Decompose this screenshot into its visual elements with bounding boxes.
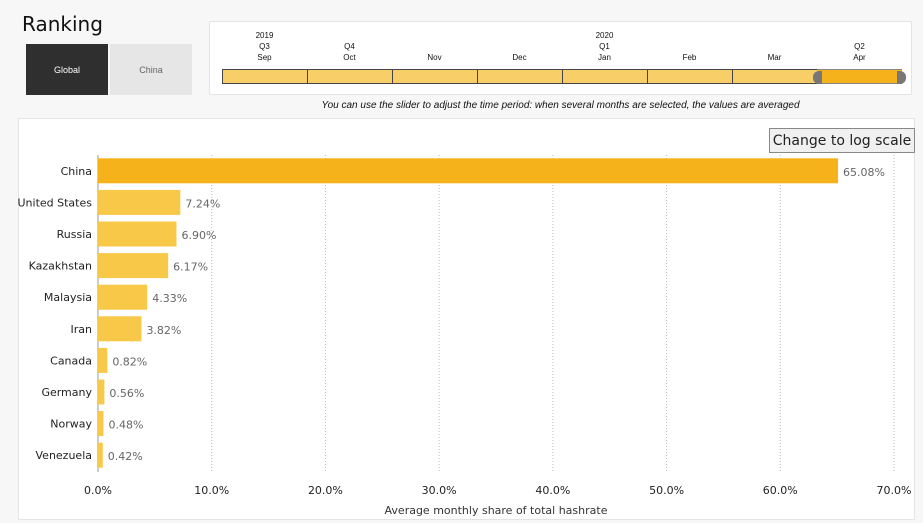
x-tick-label: 40.0% <box>535 484 570 497</box>
x-tick-label: 0.0% <box>84 484 112 497</box>
bar-china[interactable] <box>98 158 839 184</box>
bar-canada[interactable] <box>98 347 108 373</box>
log-scale-button[interactable]: Change to log scale <box>769 128 915 153</box>
value-label: 4.33% <box>152 292 187 305</box>
slider-tick-month: Feb <box>682 53 697 62</box>
category-label: Canada <box>50 354 92 367</box>
slider-left-handle[interactable] <box>813 71 822 84</box>
slider-right-handle[interactable] <box>897 71 906 84</box>
category-label: Venezuela <box>36 449 93 462</box>
slider-tick-dec: Dec <box>480 30 560 63</box>
slider-tick-quarter: Q4 <box>344 42 355 51</box>
slider-hint-text: You can use the slider to adjust the tim… <box>321 100 800 111</box>
slider-tick-sep: 2019 Q3 Sep <box>225 30 305 63</box>
chart-panel <box>18 118 915 520</box>
category-label: Iran <box>71 323 93 336</box>
global-toggle-button[interactable]: Global <box>26 44 108 95</box>
slider-tick-mar: Mar <box>735 30 815 63</box>
x-tick-label: 20.0% <box>308 484 343 497</box>
slider-tick-apr: Q2 Apr <box>820 30 900 63</box>
bar-russia[interactable] <box>98 221 177 247</box>
page-title: Ranking <box>22 12 103 36</box>
bar-malaysia[interactable] <box>98 284 148 310</box>
value-label: 0.48% <box>108 419 143 432</box>
value-label: 0.82% <box>112 355 147 368</box>
slider-tick-year: 2019 <box>255 31 274 40</box>
x-axis-title: Average monthly share of total hashrate <box>385 504 608 517</box>
value-label: 3.82% <box>146 324 181 337</box>
bar-united-states[interactable] <box>98 189 181 215</box>
x-tick-label: 50.0% <box>649 484 684 497</box>
x-tick-label: 10.0% <box>194 484 229 497</box>
slider-tick-month: Sep <box>257 53 272 62</box>
slider-tick-nov: Nov <box>395 30 475 63</box>
bar-iran[interactable] <box>98 316 142 342</box>
value-label: 65.08% <box>843 166 885 179</box>
value-label: 7.24% <box>185 197 220 210</box>
slider-tick-quarter: Q2 <box>854 42 865 51</box>
bar-germany[interactable] <box>98 379 105 405</box>
slider-tick-oct: Q4 Oct <box>310 30 390 63</box>
slider-tick-month: Oct <box>343 53 356 62</box>
slider-tick-year: 2020 <box>595 31 614 40</box>
value-label: 0.42% <box>108 450 143 463</box>
bar-kazakhstan[interactable] <box>98 253 169 279</box>
time-slider-panel: 2019 Q3 Sep Q4 Oct Nov Dec 2020 Q1 Jan Feb Mar… <box>209 21 912 95</box>
category-label: Germany <box>41 386 92 399</box>
x-tick-label: 60.0% <box>763 484 798 497</box>
time-range-slider[interactable] <box>222 69 908 84</box>
slider-tick-feb: Feb <box>650 30 730 63</box>
slider-tick-quarter: Q1 <box>599 42 610 51</box>
slider-tick-month: Dec <box>512 53 527 62</box>
category-label: Kazakhstan <box>29 260 92 273</box>
value-label: 6.90% <box>181 229 216 242</box>
slider-tick-jan: 2020 Q1 Jan <box>565 30 645 63</box>
china-toggle-button[interactable]: China <box>110 44 192 95</box>
x-tick-label: 30.0% <box>422 484 457 497</box>
slider-tick-month: Jan <box>598 53 611 62</box>
bar-norway[interactable] <box>98 411 104 437</box>
category-label: Russia <box>57 228 92 241</box>
slider-segment-apr[interactable] <box>813 69 906 84</box>
category-label: United States <box>18 196 93 209</box>
value-label: 6.17% <box>173 261 208 274</box>
slider-tick-quarter: Q3 <box>259 42 270 51</box>
category-label: China <box>61 165 92 178</box>
category-label: Malaysia <box>44 291 92 304</box>
x-tick-label: 70.0% <box>877 484 912 497</box>
slider-tick-month: Mar <box>767 53 782 62</box>
slider-tick-month: Apr <box>853 53 866 62</box>
bar-venezuela[interactable] <box>98 442 103 468</box>
slider-tick-month: Nov <box>427 53 442 62</box>
category-label: Norway <box>50 418 92 431</box>
value-label: 0.56% <box>109 387 144 400</box>
